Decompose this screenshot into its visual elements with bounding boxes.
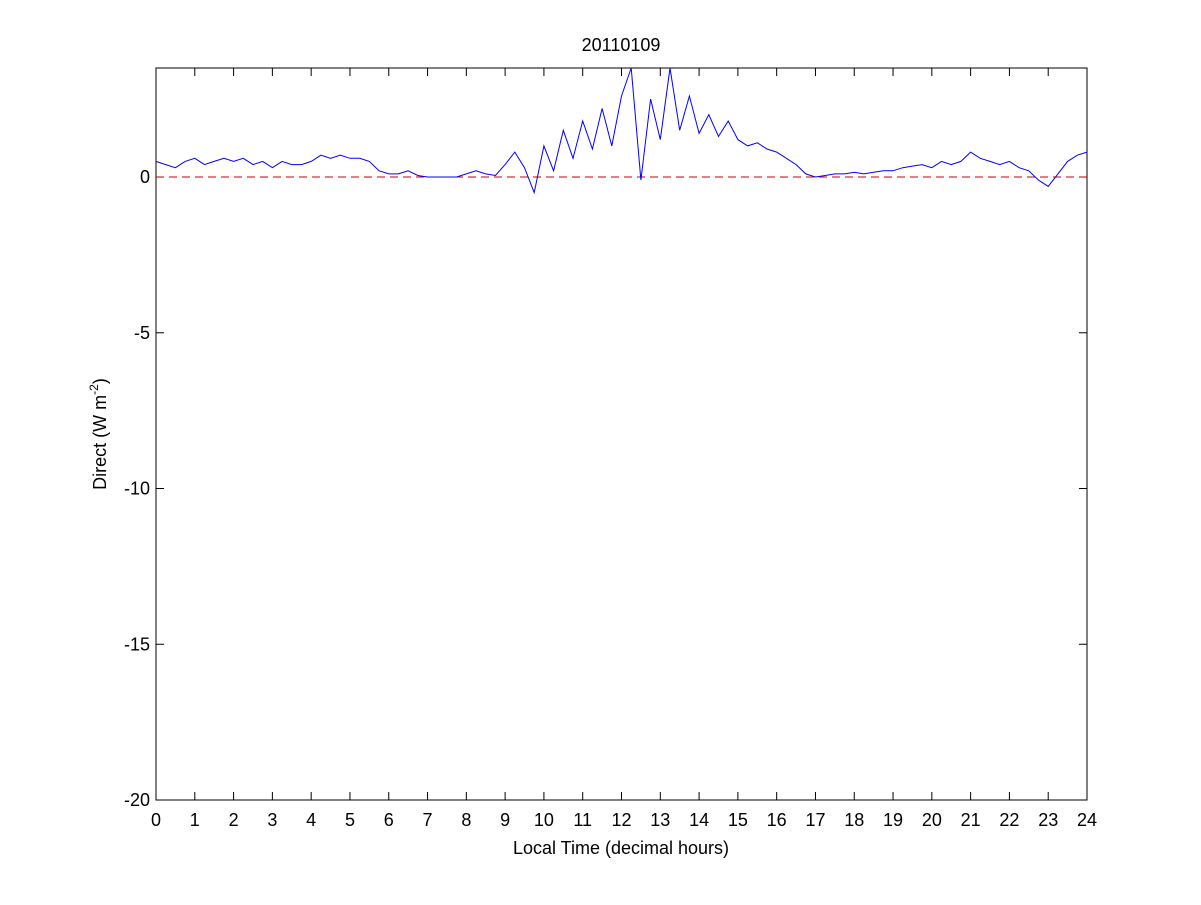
x-tick-label: 23: [1038, 810, 1058, 830]
x-tick-label: 24: [1077, 810, 1097, 830]
x-tick-label: 1: [190, 810, 200, 830]
x-tick-label: 3: [267, 810, 277, 830]
y-label-suffix: ): [90, 378, 110, 384]
y-tick-label: -20: [124, 790, 150, 810]
x-tick-label: 16: [767, 810, 787, 830]
x-tick-label: 19: [883, 810, 903, 830]
x-tick-label: 12: [611, 810, 631, 830]
x-tick-label: 10: [534, 810, 554, 830]
x-tick-label: 11: [573, 810, 592, 830]
x-tick-label: 4: [306, 810, 316, 830]
x-tick-label: 2: [229, 810, 239, 830]
x-tick-label: 22: [999, 810, 1019, 830]
y-tick-label: 0: [140, 167, 150, 187]
x-tick-label: 15: [728, 810, 748, 830]
data-line: [155, 67, 1088, 195]
y-label-text: Direct (W m: [90, 395, 110, 490]
x-tick-label: 8: [461, 810, 471, 830]
plot-area: [155, 67, 1088, 801]
x-tick-label: 5: [345, 810, 355, 830]
x-tick-label: 7: [423, 810, 433, 830]
x-tick-label: 9: [500, 810, 510, 830]
x-tick-label: 14: [689, 810, 709, 830]
x-tick-label: 18: [844, 810, 864, 830]
x-axis-label: Local Time (decimal hours): [513, 838, 729, 858]
y-tick-label: -10: [124, 479, 150, 499]
y-label-sup: -2: [87, 384, 101, 395]
chart-title: 20110109: [582, 35, 661, 55]
x-tick-label: 0: [151, 810, 161, 830]
y-tick-label: -15: [124, 634, 150, 654]
y-tick-label: -5: [134, 323, 150, 343]
x-tick-label: 21: [961, 810, 981, 830]
x-tick-label: 17: [805, 810, 825, 830]
x-tick-label: 13: [650, 810, 670, 830]
x-tick-label: 20: [922, 810, 942, 830]
y-axis-label: Direct (W m-2): [87, 378, 110, 490]
x-tick-label: 6: [384, 810, 394, 830]
